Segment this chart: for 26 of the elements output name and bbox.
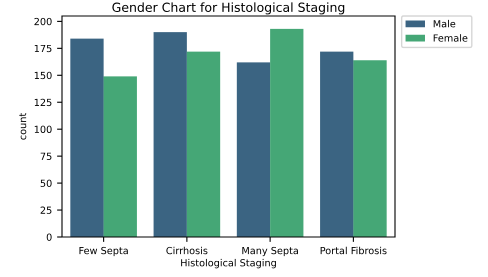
legend-label: Male — [434, 20, 456, 28]
bar — [70, 38, 104, 237]
bar — [186, 52, 220, 237]
bar — [353, 60, 387, 237]
y-tick-label: 125 — [34, 98, 52, 106]
y-tick-label: 50 — [40, 180, 52, 187]
x-tick-label: Many Septa — [242, 246, 298, 256]
x-axis-title: Histological Staging — [181, 258, 276, 268]
bar — [320, 52, 354, 237]
y-tick-label: 175 — [34, 44, 52, 52]
x-tick-label: Few Septa — [79, 246, 128, 256]
y-tick-label: 100 — [34, 126, 52, 134]
x-tick-label: Portal Fibrosis — [320, 246, 387, 254]
bar — [104, 76, 137, 237]
bar — [270, 28, 304, 237]
bar — [236, 62, 270, 237]
y-tick-label: 200 — [34, 18, 52, 26]
x-tick-label: Cirrhosis — [166, 246, 208, 254]
bar — [154, 32, 187, 237]
y-tick-label: 0 — [46, 233, 52, 241]
y-axis-title: count — [19, 113, 26, 140]
y-tick-label: 75 — [40, 152, 52, 160]
y-tick-label: 25 — [40, 206, 52, 214]
legend-label: Female — [434, 34, 468, 42]
chart-title: Gender Chart for Histological Staging — [112, 2, 344, 14]
y-tick-label: 150 — [34, 72, 52, 80]
